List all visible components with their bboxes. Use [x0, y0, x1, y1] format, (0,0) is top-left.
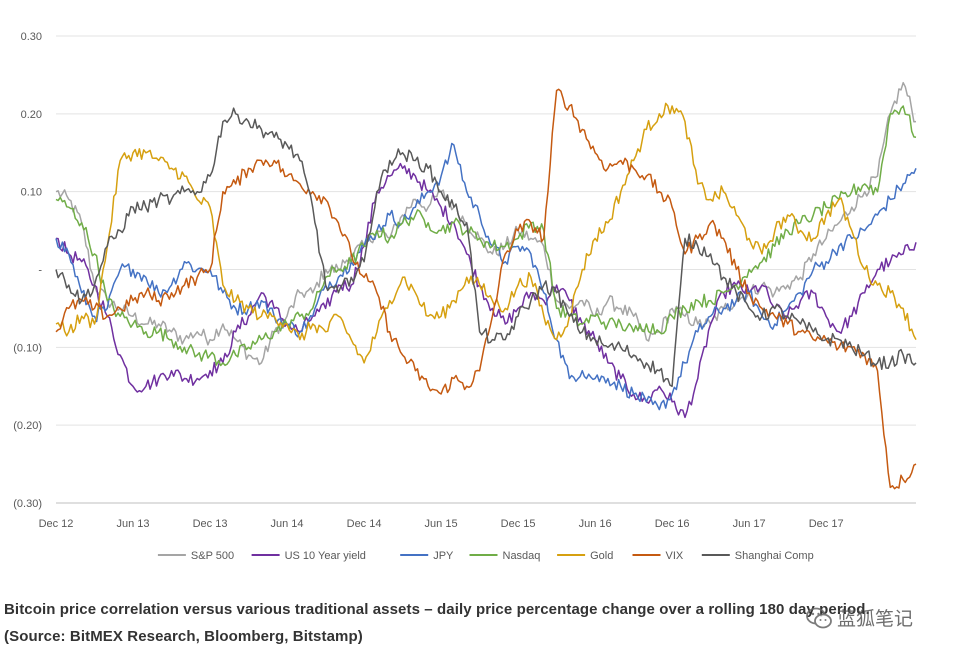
x-tick-label: Jun 15: [425, 518, 458, 530]
series-line-jpy: [55, 142, 917, 411]
x-tick-label: Dec 16: [655, 518, 690, 530]
legend-label: Nasdaq: [503, 550, 541, 562]
y-tick-label: 0.20: [21, 109, 42, 121]
x-tick-label: Jun 13: [116, 518, 149, 530]
series-line-gold: [55, 102, 917, 364]
x-tick-label: Jun 16: [579, 518, 612, 530]
legend-label: US 10 Year yield: [285, 550, 366, 562]
x-tick-label: Jun 14: [271, 518, 304, 530]
y-tick-label: (0.30): [13, 498, 42, 510]
x-axis-tick-labels: Dec 12 Jun 13 Dec 13 Jun 14 Dec 14 Jun 15 Dec …: [39, 518, 844, 530]
x-tick-label: Dec 12: [39, 518, 74, 530]
x-tick-label: Jun 17: [733, 518, 766, 530]
x-tick-label: Dec 13: [193, 518, 228, 530]
y-tick-label: 0.10: [21, 187, 42, 199]
watermark-text: 蓝狐笔记: [837, 608, 914, 630]
y-tick-label: (0.10): [13, 342, 42, 354]
series-line-nasdaq: [55, 105, 917, 367]
legend: S&P 500 US 10 Year yield JPY Nasdaq Gold VIX S…: [157, 550, 814, 562]
y-tick-label: (0.20): [13, 420, 42, 432]
legend-label: VIX: [666, 550, 684, 562]
series-line-us-10-year-yield: [55, 162, 917, 419]
y-axis-tick-labels: 0.30 0.20 0.10 - (0.10) (0.20) (0.30): [13, 31, 42, 510]
watermark: 蓝狐笔记: [805, 604, 913, 631]
x-tick-label: Dec 17: [809, 518, 844, 530]
wechat-icon: [806, 607, 832, 628]
chart-caption: Bitcoin price correlation versus various…: [4, 601, 870, 645]
series-line-shanghai-comp: [55, 107, 917, 388]
legend-label: Shanghai Comp: [735, 550, 814, 562]
legend-label: JPY: [433, 550, 454, 562]
x-tick-label: Dec 14: [347, 518, 382, 530]
x-tick-label: Dec 15: [501, 518, 536, 530]
legend-label: Gold: [590, 550, 613, 562]
y-tick-label: 0.30: [21, 31, 42, 43]
series-lines: [55, 81, 917, 490]
series-line-s-p-500: [55, 81, 917, 366]
correlation-line-chart: 0.30 0.20 0.10 - (0.10) (0.20) (0.30) Dec 12 Ju…: [13, 31, 917, 562]
series-line-vix: [55, 88, 917, 490]
legend-label: S&P 500: [191, 550, 234, 562]
y-tick-label: -: [38, 265, 42, 277]
